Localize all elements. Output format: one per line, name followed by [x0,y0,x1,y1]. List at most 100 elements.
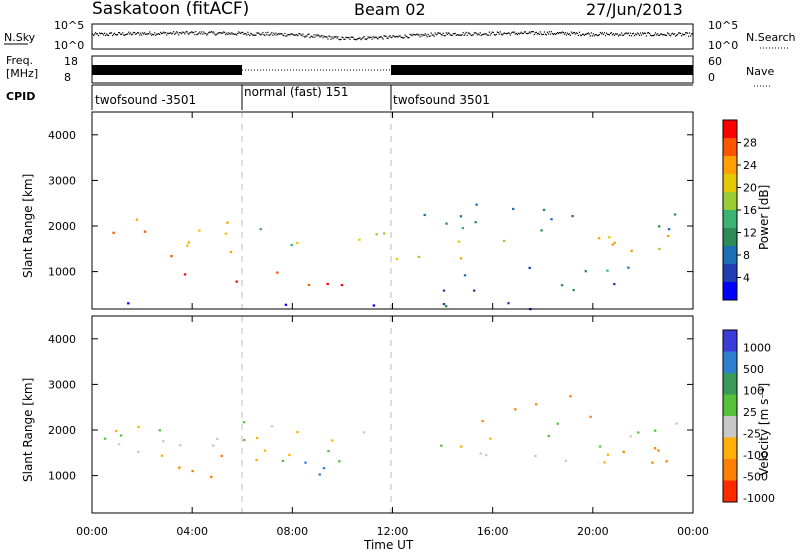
freq-bar-2 [391,65,693,75]
velocity-cbar-tick-label: -500 [743,471,768,484]
noise-point [193,31,195,33]
noise-point [594,34,596,36]
velocity-cell [220,454,223,457]
noise-point [552,33,554,35]
noise-point [216,33,218,35]
noise-point [373,37,375,39]
noise-point [143,33,145,35]
noise-point [217,32,219,34]
noise-point [514,33,516,35]
noise-point [258,32,260,34]
noise-point [106,33,108,35]
noise-point [282,34,284,36]
noise-point [281,33,283,35]
noise-point [209,31,211,33]
velocity-cell [158,429,161,432]
velocity-cell [485,454,488,457]
noise-point [439,32,441,34]
noise-point [674,33,676,35]
noise-point [356,38,358,40]
noise-point [430,32,432,34]
noise-point [569,34,571,36]
noise-point [583,34,585,36]
noise-point [183,31,185,34]
velocity-cbar-tick-label: -25 [743,428,761,441]
noise-point [543,31,545,33]
noise-point [326,36,328,38]
noise-point [421,35,423,37]
noise-point [223,31,225,33]
noise-point [659,33,662,35]
noise-point [156,33,158,35]
noise-point [255,34,257,36]
noise-point [210,31,212,33]
noise-point [521,32,523,34]
power-cbar-swatch [723,282,737,301]
noise-point [645,35,648,37]
velocity-cell [318,473,321,476]
noise-point [619,34,622,36]
noise-point [179,32,181,34]
noise-point [329,36,331,38]
noise-point [411,35,413,37]
velocity-cell [534,454,537,458]
power-cbar-tick-label: 8 [743,249,750,262]
velocity-cell [322,467,326,470]
noise-point [289,34,291,36]
velocity-cell [117,443,121,446]
velocity-cell [556,422,559,425]
noise-point [477,33,479,35]
noise-point [154,32,156,34]
noise-point [307,33,309,35]
noise-point [261,33,263,35]
velocity-cell [331,439,334,442]
noise-point [692,33,694,35]
noise-point [611,34,614,36]
noise-point [419,36,421,38]
noise-point [646,32,649,34]
noise-point [195,31,197,33]
velocity-cell [114,430,118,433]
noise-point [189,32,191,34]
noise-point [370,36,372,39]
noise-point [272,34,274,36]
noise-point [240,32,242,35]
noise-point [327,38,329,40]
noise-point [372,36,374,38]
noise-point [141,34,143,36]
noise-point [449,34,451,36]
noise-point [549,33,551,35]
velocity-panel: 1000 2000 3000 4000 Slant Range [km] [21,315,694,514]
noise-point [508,32,510,34]
noise-point [280,33,282,35]
velocity-cell [210,475,213,478]
noise-point [243,33,245,35]
velocity-cbar-swatch [723,394,737,417]
noise-point [441,34,443,36]
noise-point [626,33,629,35]
noise-point [273,32,275,34]
noise-point [465,31,467,33]
noise-point [447,32,449,34]
noise-point [299,33,301,35]
noise-point [343,38,345,40]
power-cell [658,225,661,228]
power-y-axis: 1000 2000 3000 4000 [48,129,693,279]
noise-point [609,32,612,34]
noise-point [622,34,625,36]
noise-point [632,32,635,34]
noise-point [506,33,508,35]
noise-point [634,33,637,35]
noise-point [454,32,456,34]
power-cbar-swatch [723,120,737,139]
noise-point [608,34,611,36]
noise-point [290,33,292,35]
noise-point [661,34,664,36]
y-tick-label: 3000 [48,378,76,391]
velocity-cell [653,447,657,450]
noise-point [593,35,595,37]
noise-point [111,32,113,34]
noise-point [600,33,602,35]
noise-point [640,34,643,36]
